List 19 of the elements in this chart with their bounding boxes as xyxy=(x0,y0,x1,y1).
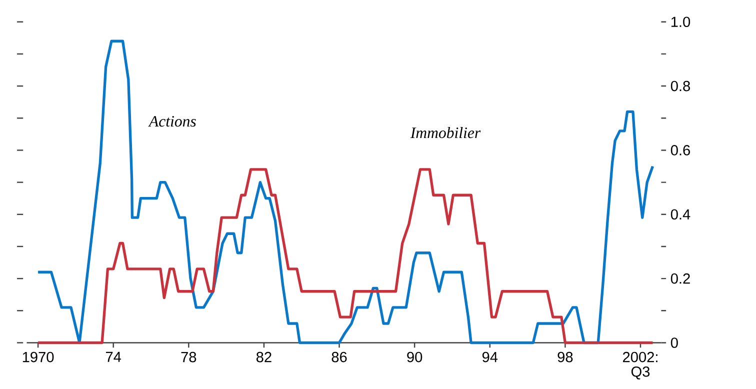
x-tick-label: 86 xyxy=(332,352,347,362)
x-tick-label: 1970 xyxy=(22,352,54,362)
x-tick-label: 94 xyxy=(482,352,498,362)
series-label: Actions xyxy=(148,116,196,127)
y-tick-label: 1.0 xyxy=(671,16,690,28)
x-tick-label: 90 xyxy=(407,352,422,362)
x-tick-label: 98 xyxy=(558,352,573,362)
line-series xyxy=(36,168,654,344)
x-tick-label: 78 xyxy=(181,352,196,362)
y-tick-label: 0 xyxy=(670,338,678,348)
y-tick-label: 0.4 xyxy=(670,209,690,220)
y-tick-label: 0.6 xyxy=(670,145,690,156)
y-tick-label: 0.8 xyxy=(670,80,690,92)
x-tick-label: 74 xyxy=(106,352,122,362)
y-tick-label: 0.2 xyxy=(670,273,690,284)
x-tick-label: 82 xyxy=(256,352,272,362)
line-series xyxy=(36,40,654,344)
text: Immobilier xyxy=(410,127,481,138)
x-tick-label: 2002: Q3 xyxy=(622,352,658,380)
